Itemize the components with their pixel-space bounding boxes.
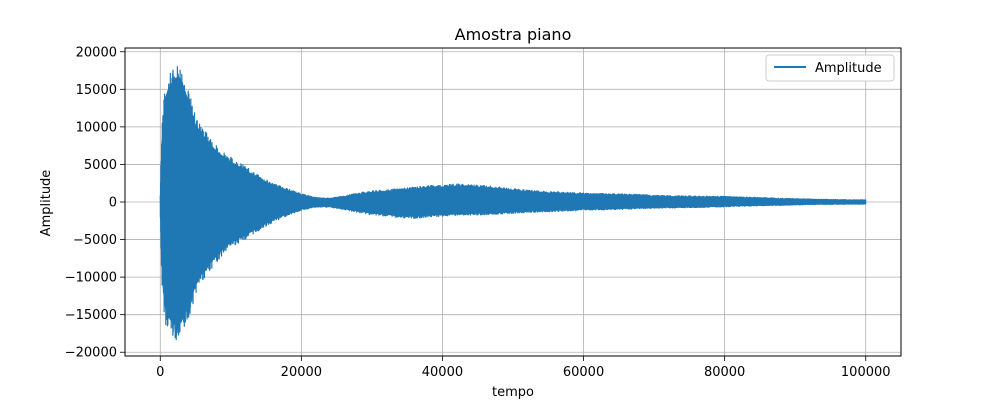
x-tick-label: 60000 bbox=[563, 365, 604, 380]
y-tick-label: 0 bbox=[109, 196, 117, 211]
x-tick-label: 0 bbox=[156, 365, 164, 380]
y-axis-label: Amplitude bbox=[39, 170, 54, 237]
y-tick-label: 15000 bbox=[76, 83, 117, 98]
x-tick-label: 20000 bbox=[281, 365, 322, 380]
chart-title: Amostra piano bbox=[455, 25, 572, 44]
legend-box bbox=[765, 54, 895, 82]
x-axis: 0 20000 40000 60000 80000 100000 bbox=[156, 356, 891, 380]
x-tick-label: 80000 bbox=[704, 365, 745, 380]
legend-label-amplitude: Amplitude bbox=[815, 61, 882, 76]
x-tick-label: 40000 bbox=[422, 365, 463, 380]
y-tick-label: −5000 bbox=[73, 233, 117, 248]
y-axis: −20000 −15000 −10000 −5000 0 5000 10000 15000 20… bbox=[65, 45, 125, 361]
legend: Amplitude bbox=[765, 54, 895, 82]
y-tick-label: 10000 bbox=[76, 120, 117, 135]
x-tick-label: 100000 bbox=[841, 365, 891, 380]
y-tick-label: 5000 bbox=[84, 158, 117, 173]
y-tick-label: −20000 bbox=[65, 346, 117, 361]
y-tick-label: 20000 bbox=[76, 45, 117, 60]
series-amplitude-line bbox=[159, 66, 867, 341]
y-tick-label: −15000 bbox=[65, 308, 117, 323]
x-axis-label: tempo bbox=[492, 385, 534, 400]
series-amplitude bbox=[159, 66, 867, 341]
y-tick-label: −10000 bbox=[65, 271, 117, 286]
